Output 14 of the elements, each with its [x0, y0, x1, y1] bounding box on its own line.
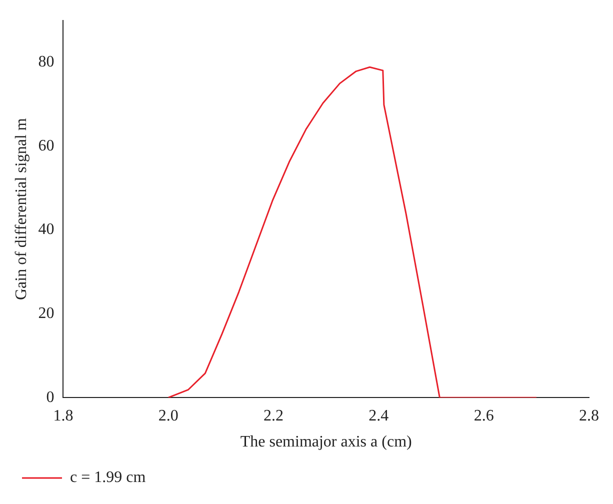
x-tick-label: 2.6: [474, 407, 494, 424]
x-tick-label: 2.4: [368, 407, 389, 424]
y-tick-label: 60: [38, 137, 54, 154]
x-tick-label: 1.8: [53, 407, 74, 424]
x-tick-label: 2.8: [579, 407, 599, 424]
legend-label: c = 1.99 cm: [70, 469, 146, 486]
y-tick-label: 20: [38, 305, 54, 322]
x-tick-label: 2.0: [158, 407, 178, 424]
x-axis-title: The semimajor axis a (cm): [240, 434, 412, 451]
y-axis-title: Gain of differential signal m: [12, 118, 30, 300]
y-tick-label: 40: [38, 221, 54, 238]
y-tick-label: 80: [38, 54, 54, 71]
x-tick-label: 2.2: [264, 407, 284, 424]
y-tick-label: 0: [46, 388, 54, 406]
